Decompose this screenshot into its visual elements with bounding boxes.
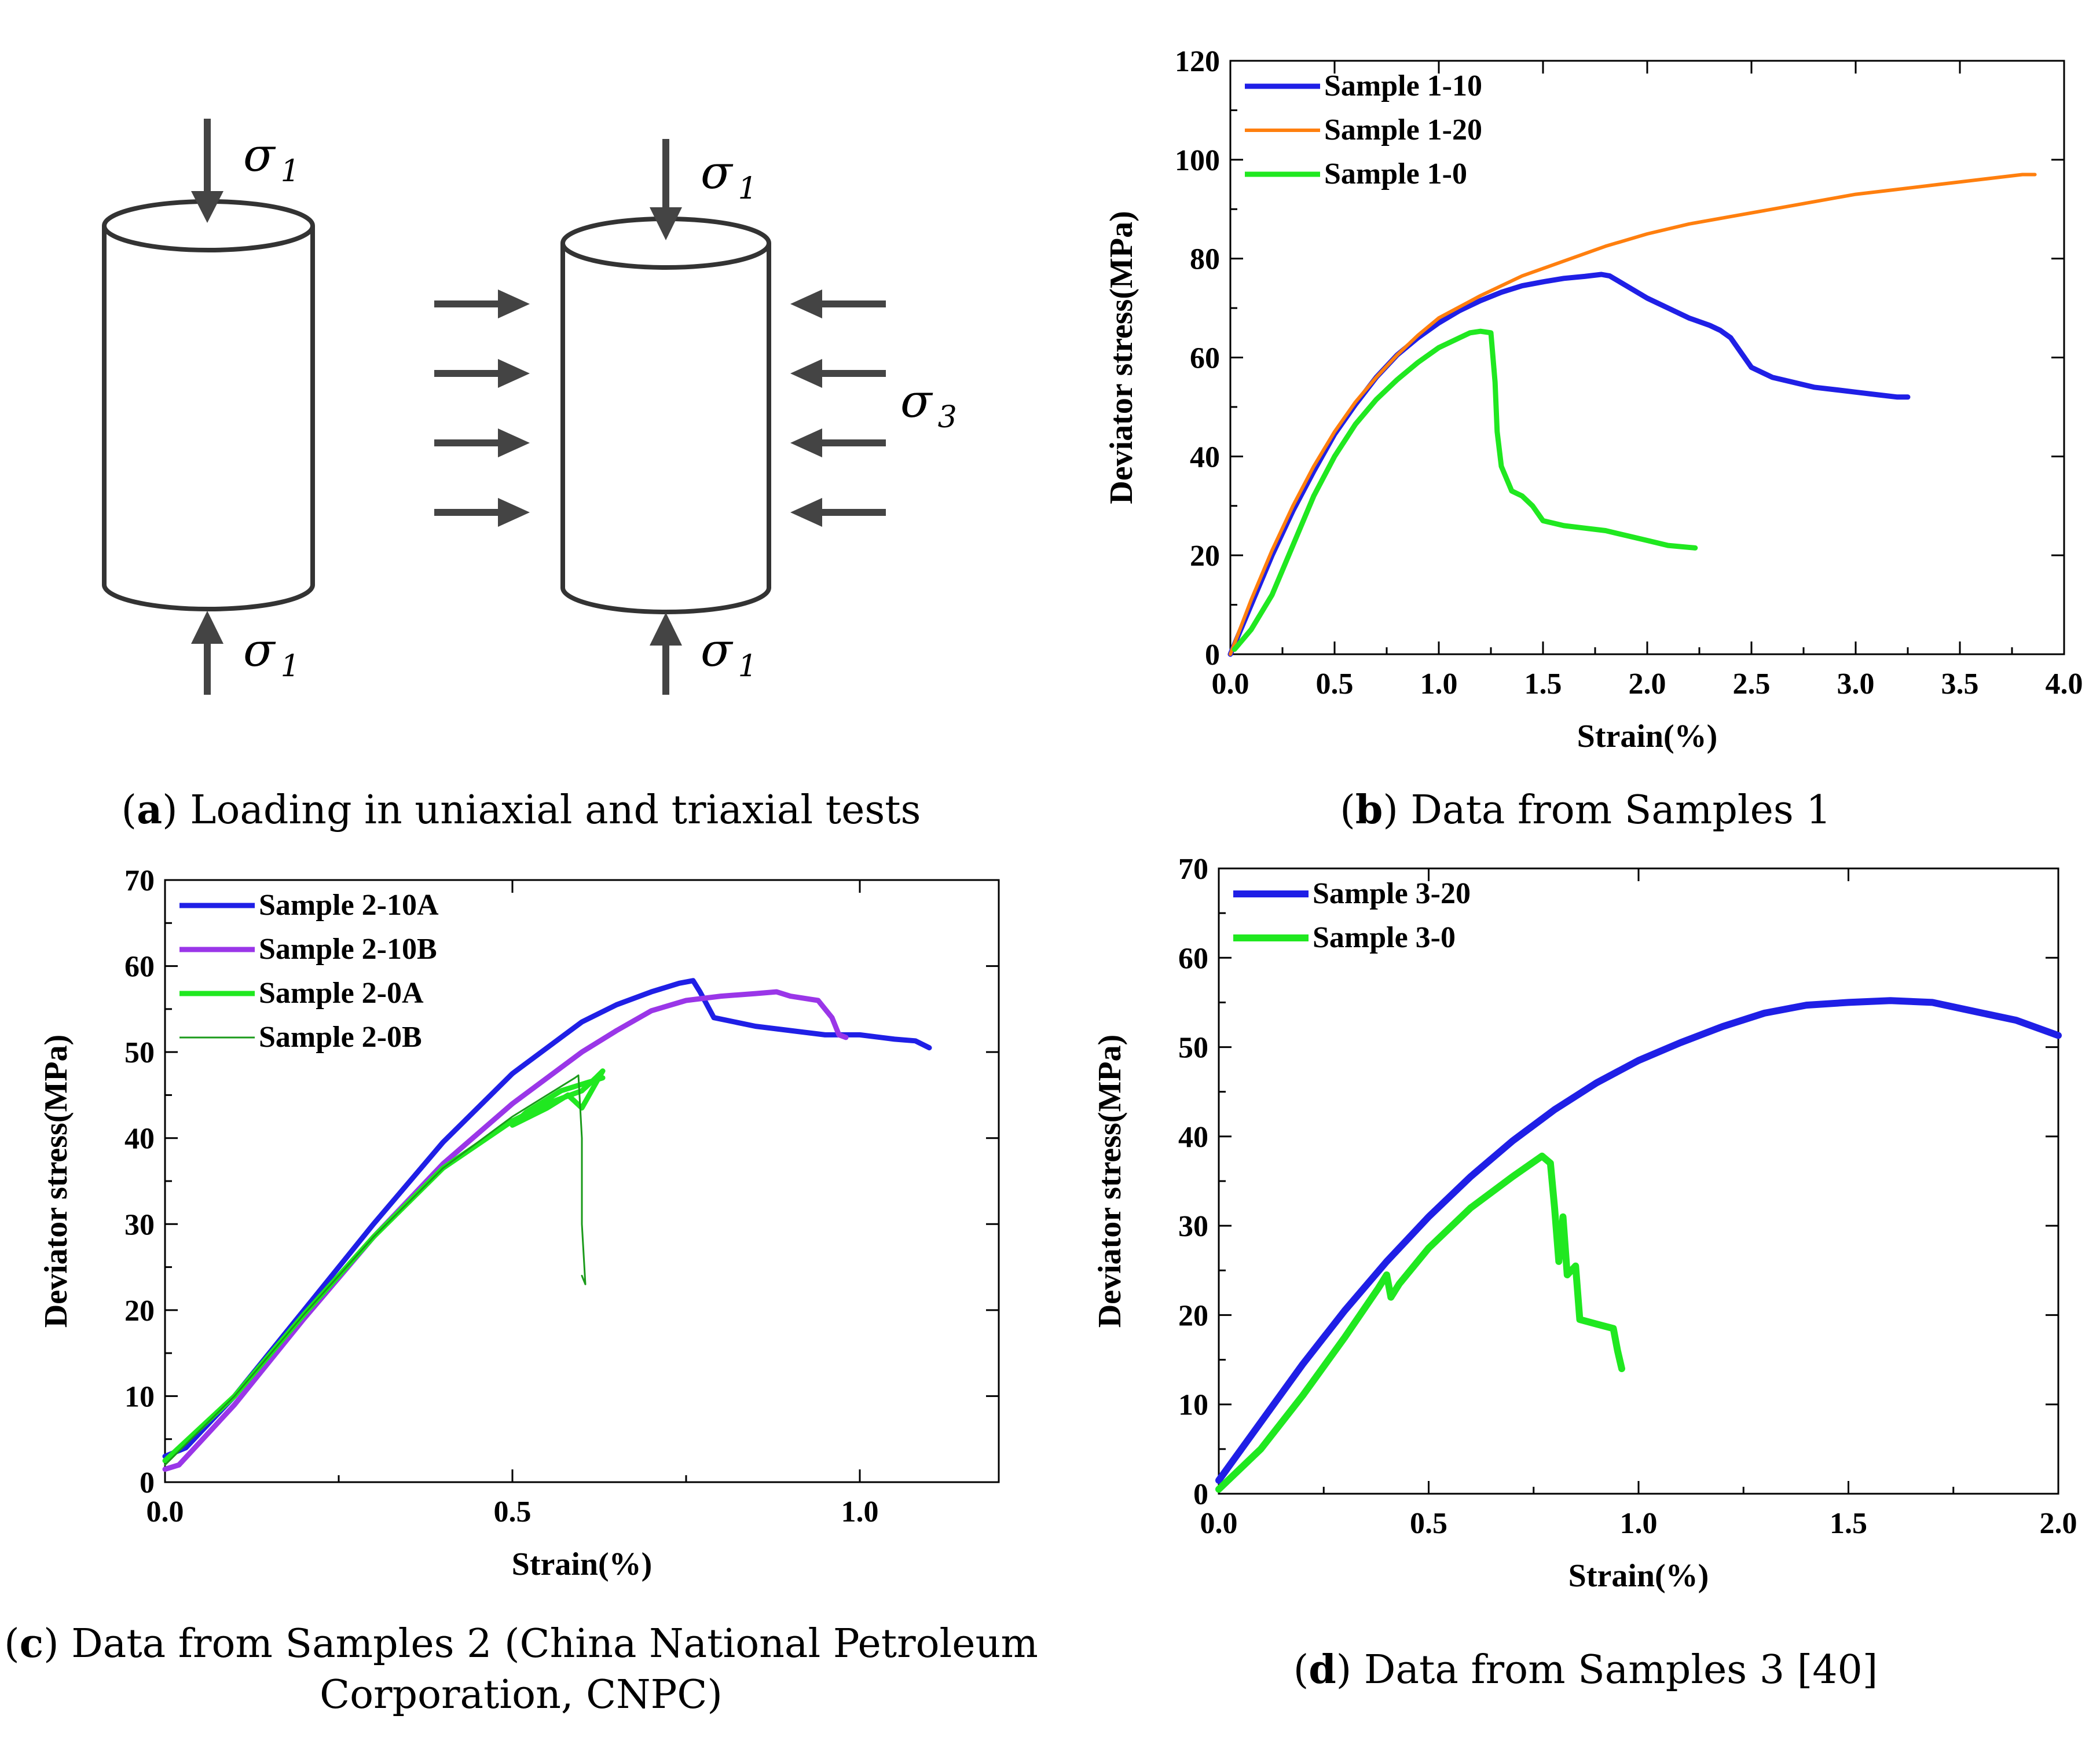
legend-label: Sample 1-0 [1324, 157, 1467, 190]
x-tick-label: 2.0 [2040, 1507, 2077, 1540]
x-tick-label: 0.0 [1212, 668, 1249, 701]
y-tick-label: 50 [124, 1036, 155, 1069]
y-tick-label: 70 [1178, 853, 1208, 886]
legend-label: Sample 1-10 [1324, 69, 1482, 102]
y-tick-label: 10 [1178, 1389, 1208, 1422]
y-tick-label: 10 [124, 1380, 155, 1413]
y-tick-label: 20 [124, 1295, 155, 1328]
series-line [1229, 173, 2037, 656]
x-tick-label: 0.5 [494, 1495, 532, 1528]
chart-samples-1: 0.0 0.5 1.0 1.5 2.0 2.5 3.0 3.5 4.0 0 20 40 60 80 100 1… [1104, 45, 2083, 754]
legend-label: Sample 1-20 [1324, 113, 1482, 146]
y-tick-label: 70 [124, 864, 155, 897]
x-axis-title: Strain(%) [512, 1546, 653, 1582]
series-line [1215, 1152, 1625, 1493]
x-tick-label: 3.5 [1941, 668, 1979, 701]
y-tick-label: 60 [1190, 342, 1220, 375]
y-tick-label: 0 [1193, 1478, 1208, 1511]
y-tick-label: 20 [1190, 540, 1220, 573]
axial-load-arrows [191, 119, 682, 695]
series-line [162, 989, 849, 1472]
x-tick-label: 1.5 [1830, 1507, 1867, 1540]
x-tick-label: 0.0 [1200, 1507, 1238, 1540]
caption-d: (d) Data from Samples 3 [40] [1293, 1647, 1878, 1693]
legend-label: Sample 2-0A [259, 977, 424, 1010]
y-tick-label: 100 [1175, 144, 1220, 177]
x-axis-title: Strain(%) [1577, 718, 1718, 754]
y-tick-label: 50 [1178, 1032, 1208, 1065]
plot-frame [1218, 867, 2059, 1495]
y-tick-label: 20 [1178, 1299, 1208, 1332]
y-tick-label: 80 [1190, 243, 1220, 276]
x-tick-label: 1.0 [1620, 1507, 1658, 1540]
x-tick-label: 0.5 [1410, 1507, 1447, 1540]
uniaxial-cylinder [102, 199, 315, 611]
legend-label: Sample 2-10A [259, 889, 439, 922]
x-tick-label: 0.0 [146, 1495, 184, 1528]
legend-label: Sample 2-10B [259, 933, 437, 966]
series-line [1215, 997, 2062, 1484]
y-tick-label: 60 [124, 951, 155, 984]
y-axis-title: Deviator stress(MPa) [38, 1035, 74, 1328]
chart-samples-3: 0.0 0.5 1.0 1.5 2.0 0 10 20 30 40 50 60 70 Strain(%) D… [1092, 853, 2077, 1594]
x-tick-label: 1.0 [841, 1495, 879, 1528]
legend-label: Sample 3-20 [1313, 877, 1471, 910]
legend-label: Sample 2-0B [259, 1021, 422, 1054]
chart-samples-2: 0.0 0.5 1.0 0 10 20 30 40 50 60 70 Strain(%) Deviato… [38, 864, 1000, 1582]
x-tick-label: 1.5 [1524, 668, 1562, 701]
y-tick-label: 40 [1178, 1121, 1208, 1154]
y-tick-label: 30 [1178, 1210, 1208, 1243]
x-tick-label: 4.0 [2046, 668, 2083, 701]
x-tick-label: 0.5 [1316, 668, 1354, 701]
series-line [1232, 328, 1698, 652]
x-tick-label: 2.5 [1733, 668, 1771, 701]
y-axis-title: Deviator stress(MPa) [1092, 1035, 1128, 1328]
y-tick-label: 120 [1175, 45, 1220, 78]
x-tick-label: 3.0 [1837, 668, 1875, 701]
caption-b: (b) Data from Samples 1 [1340, 787, 1831, 833]
caption-a: (a) Loading in uniaxial and triaxial tes… [121, 787, 921, 833]
x-tick-label: 2.0 [1629, 668, 1666, 701]
series-line [164, 1074, 587, 1466]
y-tick-label: 30 [124, 1208, 155, 1241]
legend-label: Sample 3-0 [1313, 921, 1456, 954]
y-tick-label: 60 [1178, 942, 1208, 975]
y-tick-label: 0 [140, 1467, 155, 1500]
y-axis-title: Deviator stress(MPa) [1104, 211, 1139, 504]
confining-pressure-arrows [434, 289, 886, 527]
y-tick-label: 40 [1190, 441, 1220, 474]
y-tick-label: 40 [124, 1123, 155, 1156]
y-tick-label: 0 [1205, 639, 1220, 672]
caption-c: (c) Data from Samples 2 (China National … [4, 1621, 1038, 1718]
x-tick-label: 1.0 [1420, 668, 1458, 701]
x-axis-title: Strain(%) [1568, 1558, 1709, 1594]
